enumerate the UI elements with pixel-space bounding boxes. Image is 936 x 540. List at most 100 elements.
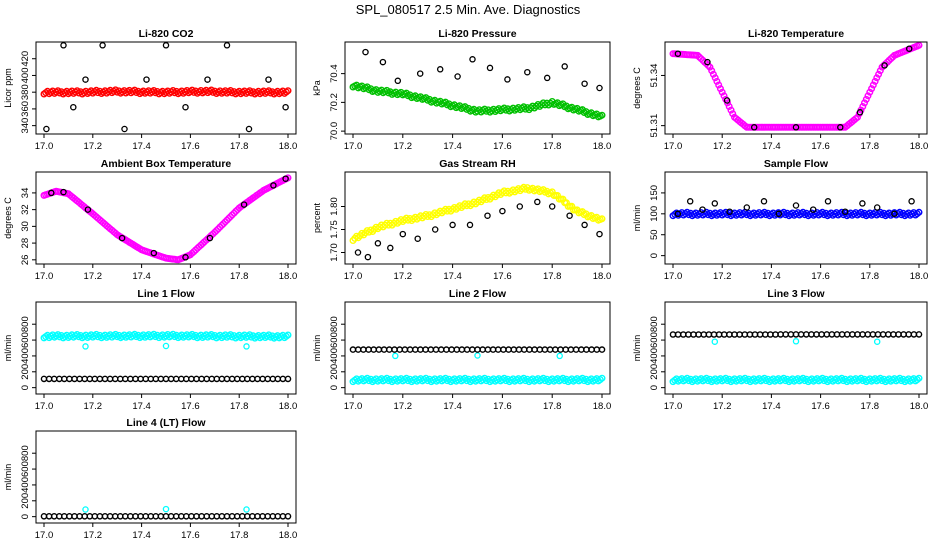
y-tick-label: 800 (20, 316, 31, 332)
data-point (82, 343, 89, 350)
x-tick-label: 17.2 (713, 401, 732, 412)
plot-area (669, 331, 923, 386)
data-point (915, 331, 923, 338)
data-point (548, 203, 556, 210)
data-point (240, 201, 248, 208)
data-series (674, 198, 915, 218)
data-point (704, 61, 712, 69)
plot-area (40, 505, 292, 520)
data-point (686, 198, 694, 205)
data-point (385, 346, 393, 353)
x-tick-label: 17.8 (861, 271, 880, 282)
y-axis-label: percent (312, 202, 322, 233)
data-point (468, 346, 476, 353)
data-point (474, 346, 481, 353)
data-point (868, 85, 876, 93)
data-point (723, 97, 731, 104)
data-point (84, 206, 92, 213)
data-series (669, 374, 923, 386)
x-tick-label: 17.4 (132, 530, 151, 540)
x-tick-label: 17.0 (344, 141, 363, 152)
data-point (873, 338, 881, 345)
data-point (866, 88, 874, 96)
x-tick-label: 17.0 (344, 401, 363, 412)
data-point (396, 346, 404, 353)
x-tick-label: 17.8 (861, 401, 880, 412)
plot-area (349, 183, 606, 261)
plot-area (669, 198, 923, 220)
data-point (856, 109, 864, 116)
chart-panel: Li-820 CO2 Licor ppm 17.0 17.2 17.4 17.6 17.8 1… (3, 28, 297, 152)
data-series (349, 346, 606, 353)
plot-frame (664, 41, 928, 135)
x-tick-label: 17.4 (762, 141, 781, 152)
data-point (223, 42, 231, 49)
y-tick-label: 0 (20, 514, 31, 519)
data-point (182, 254, 189, 261)
y-tick-label: 32 (20, 204, 31, 215)
data-point (862, 95, 870, 103)
x-tick-label: 17.4 (762, 271, 781, 282)
data-point (401, 346, 409, 353)
x-tick-label: 17.0 (664, 271, 683, 282)
data-point (841, 208, 849, 215)
data-series (349, 183, 606, 244)
plot-frame (344, 301, 611, 395)
y-axis-label: ml/min (3, 464, 13, 491)
x-tick-label: 17.6 (181, 530, 200, 540)
data-point (546, 346, 554, 353)
x-tick-label: 17.4 (132, 141, 151, 152)
plot-frame (35, 430, 297, 524)
x-tick-label: 18.0 (910, 271, 929, 282)
data-point (727, 106, 735, 114)
y-tick-label: 34 (20, 188, 31, 199)
data-point (562, 199, 570, 207)
x-tick-label: 17.8 (861, 141, 880, 152)
x-tick-label: 17.6 (181, 401, 200, 412)
data-point (515, 346, 523, 353)
data-point (775, 210, 783, 218)
x-tick-label: 17.6 (493, 401, 512, 412)
data-point (596, 84, 603, 92)
data-point (243, 506, 250, 513)
data-point (908, 198, 915, 205)
data-point (449, 221, 456, 229)
data-point (720, 92, 728, 100)
y-tick-label: 600 (20, 461, 31, 477)
data-point (284, 331, 292, 339)
data-point (524, 68, 531, 76)
x-tick-label: 17.8 (543, 141, 562, 152)
data-point (484, 212, 491, 219)
data-series (40, 375, 292, 383)
y-axis-label: degrees C (632, 67, 642, 109)
x-tick-label: 17.6 (181, 141, 200, 152)
data-point (284, 87, 292, 95)
y-tick-label: 600 (649, 332, 660, 348)
data-point (588, 346, 595, 353)
x-tick-label: 17.6 (811, 271, 830, 282)
x-tick-label: 17.0 (664, 401, 683, 412)
y-tick-label: 400 (649, 348, 660, 364)
data-point (43, 125, 50, 133)
y-tick-label: 400 (20, 477, 31, 493)
x-tick-label: 18.0 (910, 401, 929, 412)
data-point (864, 92, 872, 100)
y-axis-label: degrees C (3, 197, 13, 239)
x-tick-label: 17.8 (230, 271, 249, 282)
y-axis-label: ml/min (632, 205, 642, 232)
data-point (711, 338, 719, 345)
data-point (392, 352, 399, 360)
data-point (375, 346, 383, 353)
data-point (548, 188, 556, 196)
x-tick-label: 17.6 (493, 271, 512, 282)
plot-area (349, 346, 606, 386)
data-point (225, 214, 233, 222)
data-point (364, 253, 372, 261)
data-point (598, 374, 606, 382)
chart-panel: Li-820 Temperature degrees C 17.0 17.2 17.4 1… (632, 28, 928, 152)
y-tick-label: 600 (20, 332, 31, 348)
data-point (531, 346, 538, 353)
data-point (593, 346, 601, 353)
data-point (436, 66, 444, 73)
data-point (416, 70, 424, 77)
